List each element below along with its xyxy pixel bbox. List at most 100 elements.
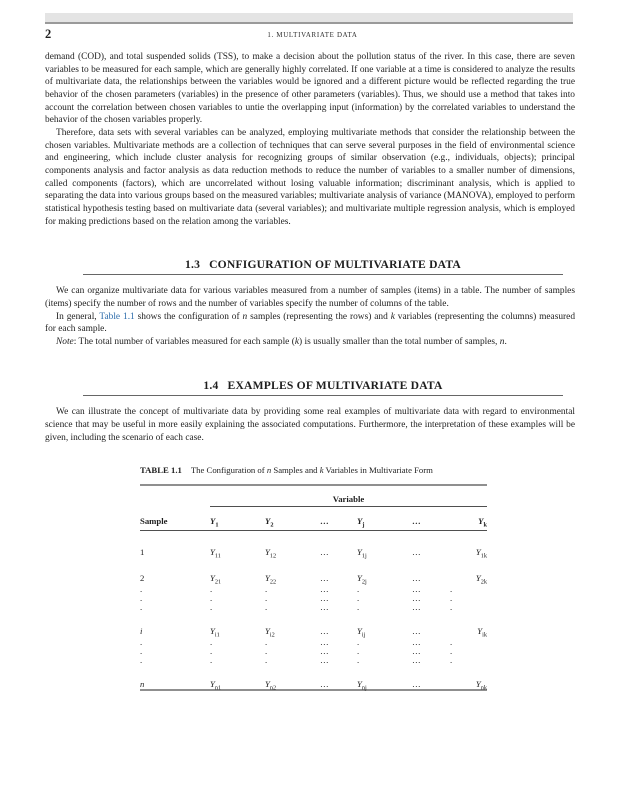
dots-cell: … — [412, 637, 421, 648]
dots-cell: . — [210, 646, 213, 657]
table-cell: Yn2 — [265, 679, 277, 693]
page-number: 2 — [45, 27, 52, 41]
page-top-bar — [45, 13, 573, 24]
table-cell: Ynj — [357, 679, 367, 693]
table-header-row: Sample Y1 Y2 … Yj … Yk — [140, 506, 487, 532]
table-cell: Yi1 — [210, 626, 220, 640]
table-cell: Y11 — [210, 547, 221, 561]
table-cell-ellipsis: … — [320, 679, 329, 690]
table-1-1: TABLE 1.1 The Configuration of n Samples … — [140, 465, 487, 693]
section-1-4-paragraph-1: We can illustrate the concept of multiva… — [45, 407, 575, 443]
table-cell-ellipsis: … — [412, 573, 421, 584]
dots-cell: . — [357, 637, 360, 648]
section-title: CONFIGURATION OF MULTIVARIATE DATA — [209, 258, 461, 272]
table-dots-row: . . . … . … . — [140, 583, 487, 595]
text-segment: shows the configuration of — [134, 311, 243, 322]
dots-cell: . — [265, 593, 268, 604]
dots-cell: … — [412, 602, 421, 613]
dots-cell: . — [357, 602, 360, 613]
dots-cell: . — [265, 584, 268, 595]
section-number: 1.4 — [203, 379, 219, 393]
column-header-ellipsis: … — [320, 506, 357, 532]
dots-cell: . — [357, 646, 360, 657]
table-cell: Yik — [477, 626, 487, 640]
table-dots-row: . . . … . … . — [140, 636, 487, 648]
section-1-3-paragraph-1: We can organize multivariate data for va… — [45, 286, 575, 309]
table-1-1-link[interactable]: Table 1.1 — [99, 311, 135, 322]
table-cell: Y2k — [475, 573, 487, 587]
column-header: Yj — [357, 506, 412, 532]
text-segment: variables (representing the columns) mea… — [45, 311, 576, 335]
column-header: Yk — [450, 506, 487, 532]
dots-cell: . — [140, 655, 143, 666]
table-dots-row: . . . … . … . — [140, 592, 487, 604]
dots-cell: . — [210, 602, 213, 613]
table-caption: TABLE 1.1 The Configuration of n Samples … — [140, 465, 487, 475]
section-heading-1-3: 1.3 CONFIGURATION OF MULTIVARIATE DATA — [83, 258, 563, 276]
text-segment: . — [504, 336, 507, 347]
table-cell: Y12 — [265, 547, 277, 561]
table-row: 1 Y11 Y12 … Y1j … Y1k — [140, 531, 487, 561]
dots-cell: . — [140, 593, 143, 604]
table-cell-ellipsis: … — [412, 626, 421, 637]
table-cell-ellipsis: … — [412, 547, 421, 558]
section-title: EXAMPLES OF MULTIVARIATE DATA — [227, 379, 443, 393]
dots-cell: . — [210, 584, 213, 595]
dots-cell: . — [357, 593, 360, 604]
table-cell-ellipsis: … — [412, 679, 421, 690]
dots-cell: . — [210, 593, 213, 604]
dots-cell: . — [450, 655, 453, 666]
dots-cell: . — [140, 602, 143, 613]
row-label: i — [140, 626, 143, 637]
empty-cell — [140, 485, 210, 507]
dots-cell: . — [265, 602, 268, 613]
row-label: n — [140, 679, 145, 690]
dots-cell: … — [412, 584, 421, 595]
table-cell-ellipsis: … — [320, 626, 329, 637]
table-cell: Ynk — [475, 679, 487, 693]
table-row: n Yn1 Yn2 … Ynj … Ynk — [140, 663, 487, 693]
text-segment: The Configuration of — [190, 465, 267, 476]
text-segment: : The total number of variables measured… — [73, 336, 295, 347]
variable-k: k — [390, 311, 395, 322]
section-number: 1.3 — [185, 258, 201, 272]
table-cell: Y1k — [475, 547, 487, 561]
dots-cell: . — [357, 584, 360, 595]
dots-cell: . — [265, 637, 268, 648]
table-cell: Yij — [357, 626, 366, 640]
table-row: 2 Y21 Y22 … Y2j … Y2k — [140, 557, 487, 587]
column-header-ellipsis: … — [412, 506, 450, 532]
dots-cell: … — [320, 584, 329, 595]
variable-spanner: Variable — [210, 485, 487, 508]
text-segment: Variables in Multivariate Form — [323, 465, 433, 476]
dots-cell: … — [320, 646, 329, 657]
table-cell-ellipsis: … — [320, 573, 329, 584]
note-label: Note — [56, 336, 74, 347]
text-segment: In general, — [56, 311, 100, 322]
table-cell: Y1j — [357, 547, 367, 561]
section-1-3-note: Note: The total number of variables meas… — [45, 336, 575, 349]
dots-cell: … — [320, 637, 329, 648]
dots-cell: . — [210, 637, 213, 648]
intro-paragraph-2: Therefore, data sets with several variab… — [45, 127, 575, 227]
table-cell: Y22 — [265, 573, 277, 587]
table-cell: Yi2 — [265, 626, 275, 640]
table-dots-row: . . . … . … . — [140, 654, 487, 666]
table-label: TABLE 1.1 — [140, 465, 182, 476]
dots-cell: . — [210, 655, 213, 666]
text-segment: Samples and — [271, 465, 320, 476]
intro-paragraph-1: demand (COD), and total suspended solids… — [45, 52, 575, 126]
section-heading-1-4: 1.4 EXAMPLES OF MULTIVARIATE DATA — [83, 379, 563, 397]
variable-n: n — [266, 465, 272, 476]
dots-cell: . — [357, 655, 360, 666]
dots-cell: . — [450, 646, 453, 657]
table-cell: Y21 — [210, 573, 222, 587]
row-label: 1 — [140, 547, 145, 558]
section-1-3-paragraph-2: In general, Table 1.1 shows the configur… — [45, 311, 575, 336]
column-header: Y2 — [265, 506, 320, 532]
text-segment: samples (representing the rows) and — [247, 311, 391, 322]
table-cell-ellipsis: … — [320, 547, 329, 558]
table-spanner-row: Variable — [140, 485, 487, 508]
column-header: Y1 — [210, 506, 265, 532]
